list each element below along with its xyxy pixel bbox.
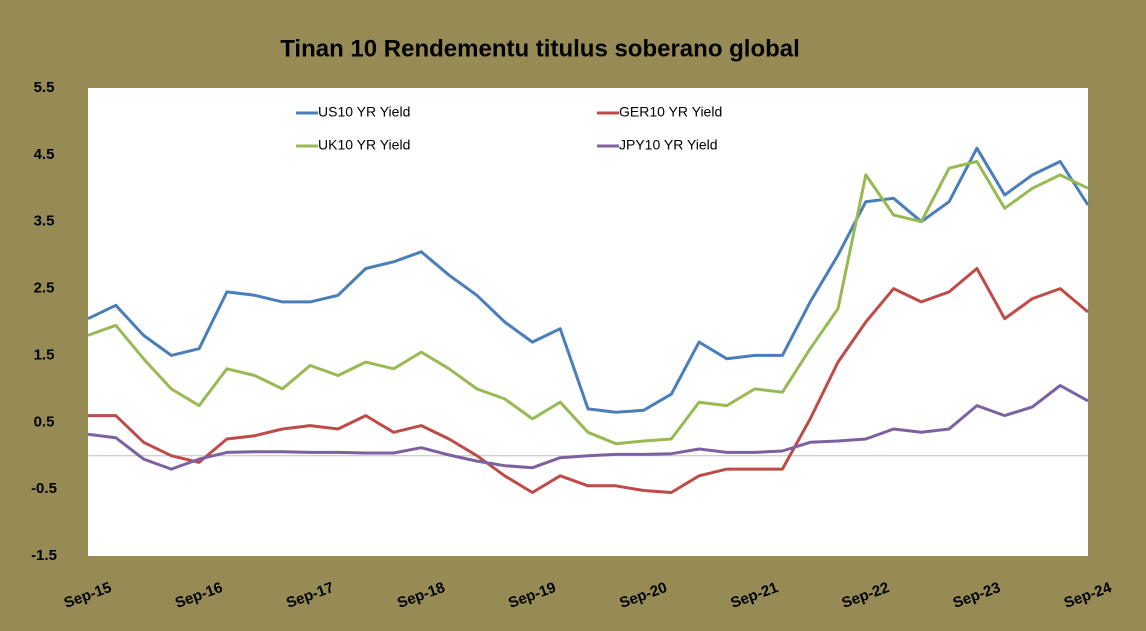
plot-area — [88, 88, 1088, 556]
series-line — [87, 160, 1089, 446]
y-tick-label: -0.5 — [31, 480, 57, 497]
y-tick-label: 2.5 — [34, 280, 55, 297]
y-tick-label: 5.5 — [34, 79, 55, 96]
legend-label: JPY10 YR Yield — [619, 137, 718, 153]
legend-label: US10 YR Yield — [318, 104, 410, 120]
y-tick-label: 1.5 — [34, 346, 55, 363]
y-tick-label: 3.5 — [34, 213, 55, 230]
y-tick-label: -1.5 — [31, 547, 57, 564]
y-tick-label: 0.5 — [34, 413, 55, 430]
legend-label: UK10 YR Yield — [318, 137, 410, 153]
legend-label: GER10 YR Yield — [619, 104, 722, 120]
series-line — [88, 267, 1089, 494]
y-tick-label: 4.5 — [34, 146, 55, 163]
chart-title: Tinan 10 Rendementu titulus soberano glo… — [280, 35, 800, 62]
series-line — [87, 384, 1089, 471]
